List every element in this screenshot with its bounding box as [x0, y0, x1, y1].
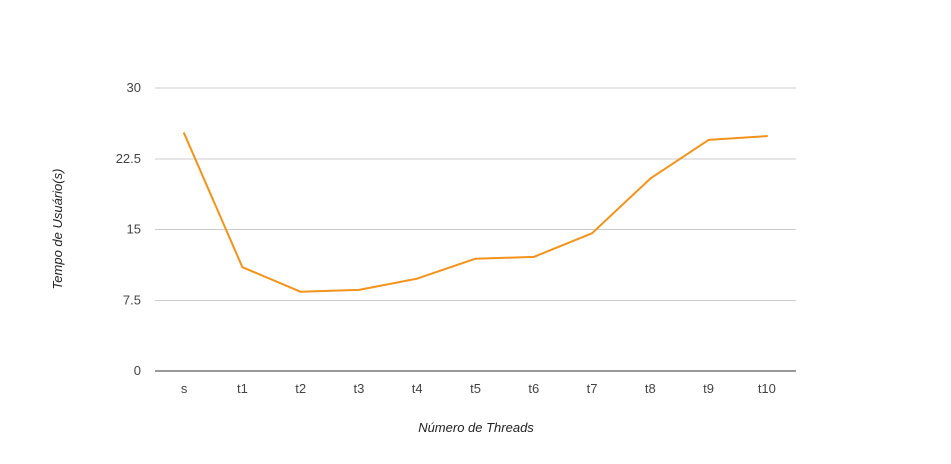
data-point [707, 138, 710, 141]
y-tick-label: 15 [127, 222, 141, 237]
data-point [532, 255, 535, 258]
x-tick-label: t3 [354, 381, 365, 396]
gridlines [155, 87, 796, 372]
x-axis-title: Número de Threads [418, 420, 534, 435]
data-point [765, 135, 768, 138]
x-tick-label: t5 [470, 381, 481, 396]
y-axis-title: Tempo de Usuário(s) [50, 169, 65, 290]
series-line [183, 132, 768, 293]
series-lines [183, 132, 768, 293]
y-tick-label: 30 [127, 80, 141, 95]
x-tick-label: s [181, 381, 188, 396]
x-tick-label: t2 [295, 381, 306, 396]
data-point [474, 257, 477, 260]
data-point [591, 232, 594, 235]
y-tick-label: 7.5 [123, 292, 141, 307]
x-tick-label: t1 [237, 381, 248, 396]
y-tick-label: 22.5 [116, 151, 141, 166]
x-tick-label: t9 [703, 381, 714, 396]
x-tick-label: t4 [412, 381, 423, 396]
x-tick-label: t6 [528, 381, 539, 396]
x-tick-label: t10 [758, 381, 776, 396]
x-tick-label: t8 [645, 381, 656, 396]
data-point [357, 288, 360, 291]
data-point [649, 177, 652, 180]
data-point [416, 277, 419, 280]
y-tick-label: 0 [134, 363, 141, 378]
data-point [299, 290, 302, 293]
data-point [183, 132, 186, 135]
data-point [241, 266, 244, 269]
y-axis-ticks: 0 7.5 15 22.5 30 [116, 80, 141, 378]
x-axis-ticks: s t1 t2 t3 t4 t5 t6 t7 t8 t9 t10 [181, 381, 776, 396]
x-tick-label: t7 [587, 381, 598, 396]
